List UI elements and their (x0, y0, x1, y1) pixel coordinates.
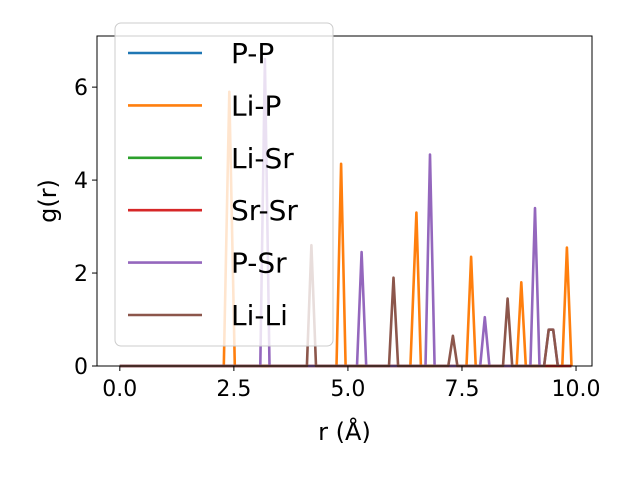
legend-box (114, 22, 334, 347)
x-tick-label: 5.0 (330, 377, 365, 402)
x-tick-label: 2.5 (216, 377, 251, 402)
legend: P-P Li-P Li-Sr Sr-Sr P-Sr Li-Li (114, 22, 334, 347)
legend-label: Li-P (231, 89, 281, 122)
y-tick-label: 0 (74, 355, 88, 380)
x-tick-label: 7.5 (444, 377, 479, 402)
legend-label: Li-Sr (231, 142, 294, 175)
x-axis-label: r (Å) (318, 417, 371, 446)
x-tick-label: 10.0 (552, 377, 601, 402)
y-tick-label: 2 (74, 262, 88, 287)
y-tick-label: 6 (74, 76, 88, 101)
legend-label: Li-Li (231, 299, 288, 332)
legend-label: P-Sr (231, 247, 287, 280)
legend-label: Sr-Sr (231, 194, 298, 227)
legend-label: P-P (231, 37, 274, 70)
y-axis-label: g(r) (34, 179, 62, 223)
plot-frame (96, 35, 593, 367)
axis-ticks: 0.0 2.5 5.0 7.5 10.0 0 2 4 6 (74, 76, 601, 402)
x-tick-label: 0.0 (102, 377, 137, 402)
y-tick-label: 4 (74, 169, 88, 194)
